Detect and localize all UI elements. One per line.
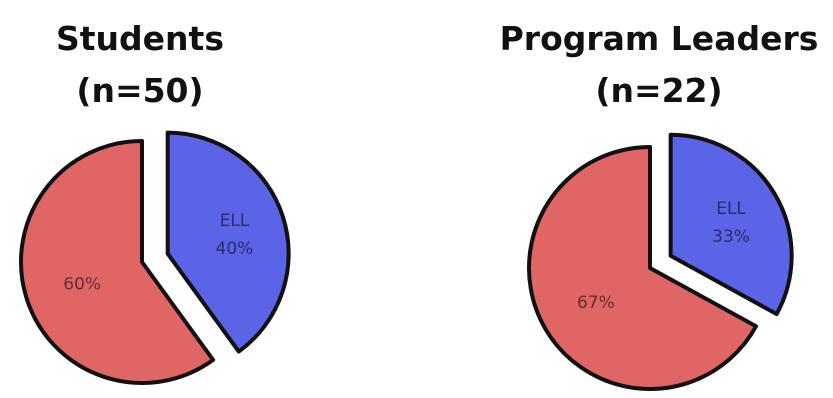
chart-title-line1: Program Leaders <box>499 19 819 58</box>
pie-slice-ell <box>165 130 291 354</box>
slice-category-label: ELL <box>716 199 746 219</box>
slice-value-label: 33% <box>712 227 750 247</box>
chart-title-line2: (n=50) <box>76 71 204 110</box>
pie-slice-ell <box>668 132 794 317</box>
pie-chart: ELL 33% 67% <box>527 132 794 391</box>
slice-value-label: 60% <box>63 274 101 294</box>
students-chart: Students (n=50) ELL 40% 60% <box>0 0 416 398</box>
program-leaders-chart: Program Leaders (n=22) ELL 33% 67% <box>416 0 832 398</box>
slice-value-label: 67% <box>577 293 615 313</box>
chart-title-line1: Students <box>56 19 224 58</box>
pie-slice-other <box>19 139 216 385</box>
chart-title-line2: (n=22) <box>595 71 723 110</box>
pie-chart: ELL 40% 60% <box>19 130 291 385</box>
pie-slice-other <box>527 145 759 391</box>
slice-value-label: 40% <box>216 239 254 259</box>
slice-category-label: ELL <box>220 211 250 231</box>
